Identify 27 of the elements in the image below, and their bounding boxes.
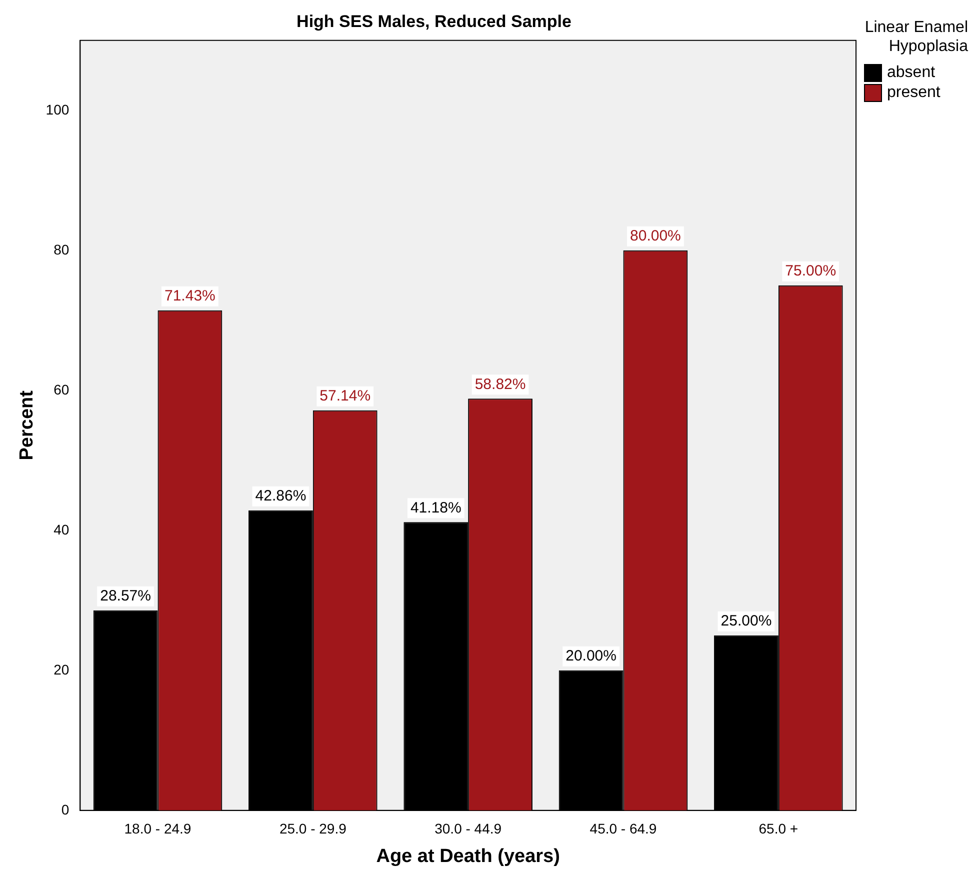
data-label: 75.00% <box>785 262 836 280</box>
y-tick-label: 20 <box>54 661 70 678</box>
x-tick-label: 25.0 - 29.9 <box>279 820 347 837</box>
y-tick-label: 60 <box>54 381 70 398</box>
legend-label: absent <box>887 64 936 82</box>
data-label: 58.82% <box>474 376 526 393</box>
y-axis-title: Percent <box>16 390 38 460</box>
chart-title: High SES Males, Reduced Sample <box>296 12 572 31</box>
y-tick-label: 80 <box>54 241 70 258</box>
data-label: 25.00% <box>720 612 772 630</box>
x-axis-title: Age at Death (years) <box>376 846 560 867</box>
data-label: 71.43% <box>164 288 216 305</box>
x-tick-label: 45.0 - 64.9 <box>590 820 657 837</box>
data-label: 28.57% <box>100 588 151 605</box>
legend-title: Linear Enamel Hypoplasia <box>864 18 968 56</box>
x-tick-label: 30.0 - 44.9 <box>434 820 502 837</box>
y-tick-label: 100 <box>46 101 70 118</box>
data-label: 20.00% <box>566 648 616 665</box>
data-label: 41.18% <box>410 499 462 516</box>
legend-label: present <box>887 84 940 102</box>
data-label: 57.14% <box>320 388 371 405</box>
y-tick-label: 0 <box>61 801 70 818</box>
x-tick-label: 65.0 + <box>758 820 798 837</box>
data-label: 42.86% <box>255 488 306 505</box>
x-tick-label: 18.0 - 24.9 <box>124 820 192 837</box>
y-tick-label: 40 <box>54 521 70 538</box>
data-label: 80.00% <box>630 228 681 245</box>
